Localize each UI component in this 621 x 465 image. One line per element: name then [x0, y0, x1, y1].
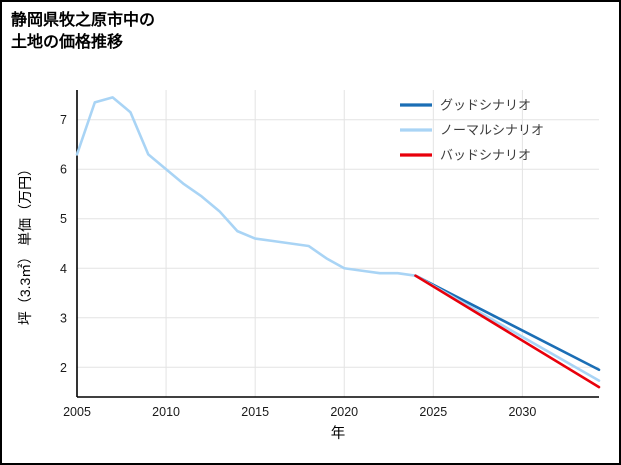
- x-tick-label: 2010: [152, 405, 180, 419]
- series-bad-scenario: [414, 274, 601, 389]
- series-good-scenario: [414, 274, 601, 372]
- x-tick-label: 2025: [419, 405, 447, 419]
- y-tick-label: 2: [60, 361, 67, 375]
- legend-label: グッドシナリオ: [440, 98, 531, 113]
- x-tick-label: 2015: [241, 405, 269, 419]
- chart-title: 静岡県牧之原市中の 土地の価格推移: [11, 10, 155, 55]
- y-tick-label: 4: [60, 262, 67, 276]
- y-tick-label: 5: [60, 212, 67, 226]
- chart-title-line2: 土地の価格推移: [11, 34, 124, 52]
- y-tick-label: 7: [60, 113, 67, 127]
- legend-label: バッドシナリオ: [440, 148, 531, 163]
- y-tick-label: 6: [60, 163, 67, 177]
- x-tick-label: 2030: [508, 405, 536, 419]
- y-tick-label: 3: [60, 311, 67, 325]
- chart-title-line1: 静岡県牧之原市中の: [11, 12, 156, 29]
- x-tick-label: 2005: [63, 405, 91, 419]
- series-historical: [75, 96, 417, 277]
- y-axis-label: 坪（3.3㎡） 単価（万円）: [17, 162, 33, 325]
- x-tick-label: 2020: [330, 405, 358, 419]
- x-axis-label: 年: [331, 425, 346, 442]
- legend-label: ノーマルシナリオ: [440, 123, 544, 138]
